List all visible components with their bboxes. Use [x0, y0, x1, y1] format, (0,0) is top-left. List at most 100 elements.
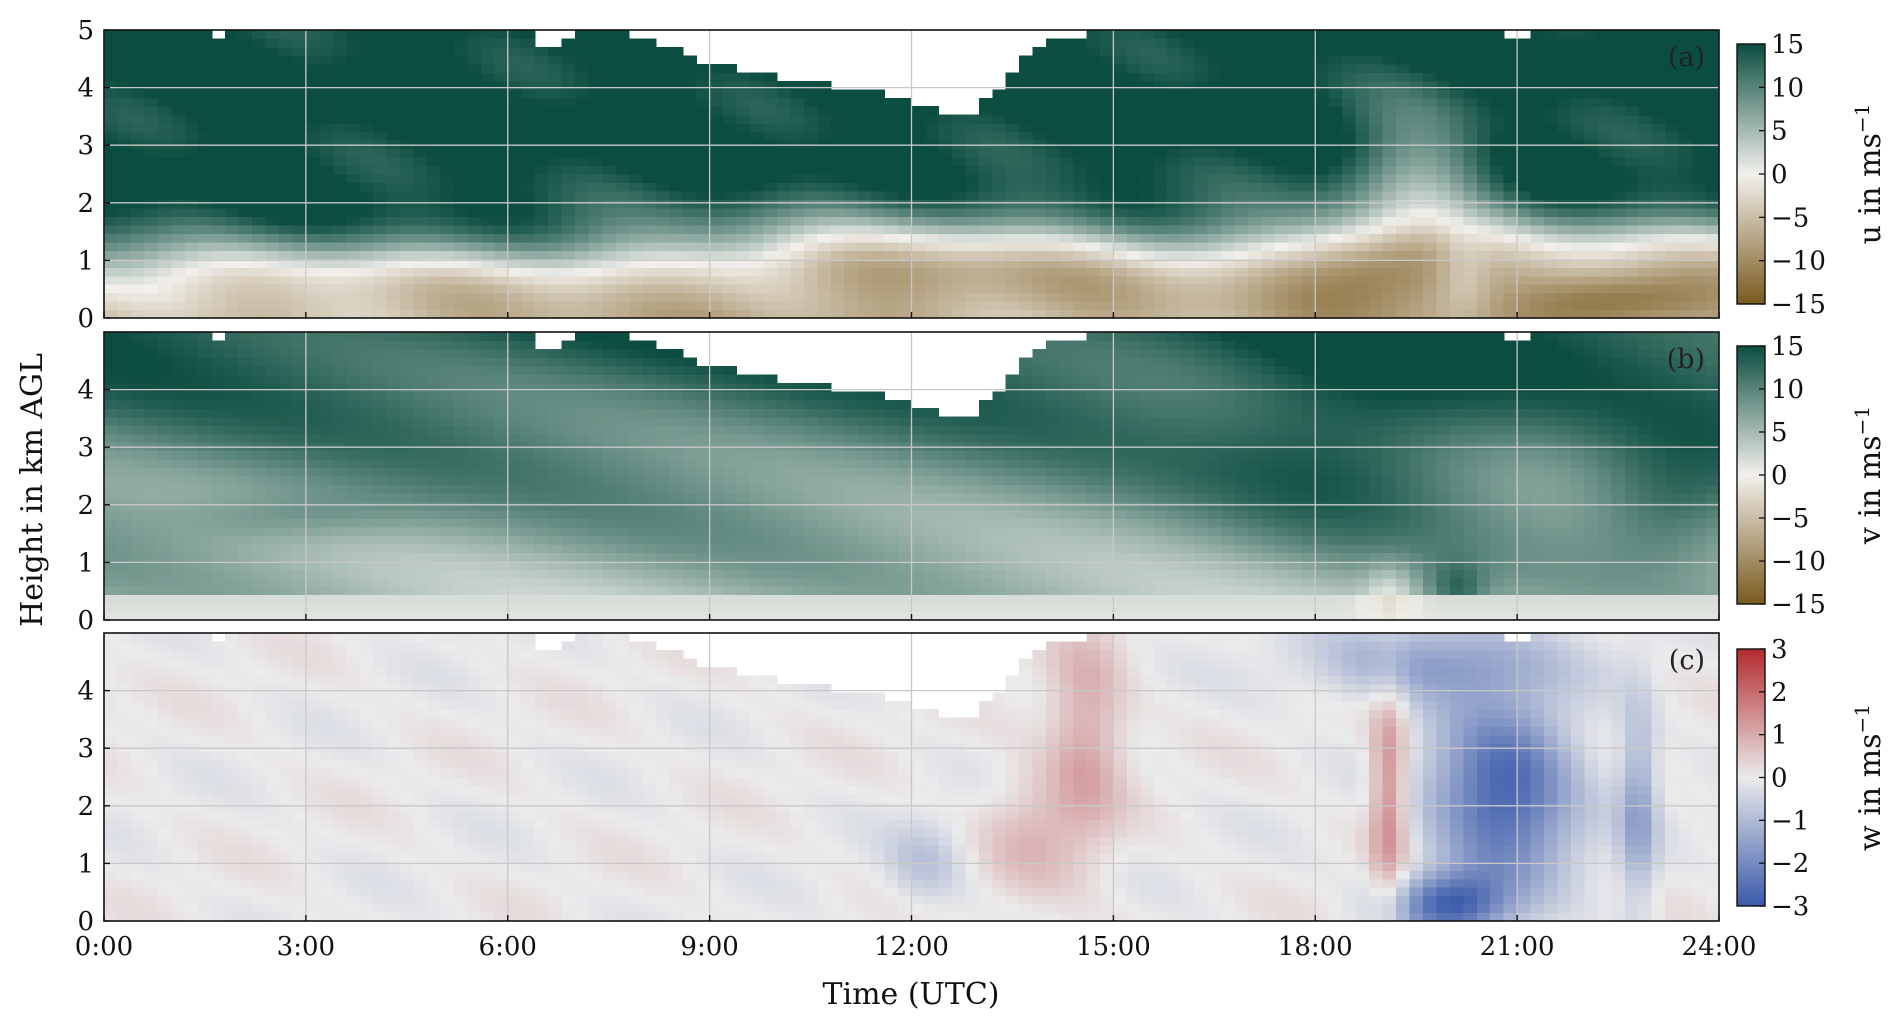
heatmap-cell — [373, 569, 388, 579]
heatmap-cell — [198, 391, 213, 401]
heatmap-cell — [332, 30, 347, 40]
heatmap-cell — [1194, 157, 1209, 167]
heatmap-cell — [467, 224, 482, 234]
heatmap-cell — [359, 374, 374, 384]
heatmap-cell — [157, 374, 172, 384]
heatmap-cell — [696, 258, 711, 268]
heatmap-cell — [373, 190, 388, 201]
heatmap-cell — [1180, 284, 1195, 294]
heatmap-cell — [642, 63, 657, 73]
heatmap-cell — [319, 518, 334, 528]
heatmap-cell — [1517, 131, 1532, 141]
heatmap-cell — [1382, 106, 1397, 116]
heatmap-cell — [561, 216, 576, 226]
heatmap-cell — [494, 476, 509, 486]
heatmap-cell — [1167, 275, 1182, 285]
heatmap-cell — [1463, 224, 1478, 234]
heatmap-cell — [736, 106, 751, 116]
heatmap-cell — [278, 501, 294, 511]
heatmap-cell — [1355, 224, 1370, 234]
heatmap-cell — [184, 216, 199, 226]
heatmap-cell — [184, 207, 199, 217]
heatmap-cell — [1396, 224, 1411, 234]
heatmap-cell — [144, 309, 159, 319]
heatmap-cell — [1665, 80, 1680, 90]
heatmap-cell — [413, 114, 428, 124]
heatmap-cell — [265, 509, 280, 519]
heatmap-cell — [1288, 114, 1303, 124]
heatmap-cell — [292, 399, 307, 409]
heatmap-cell — [1153, 114, 1168, 124]
heatmap-cell — [225, 382, 240, 392]
heatmap-cell — [157, 80, 172, 90]
heatmap-cell — [1086, 38, 1101, 48]
heatmap-cell — [575, 267, 590, 277]
heatmap-cell — [305, 365, 320, 375]
heatmap-cell — [1651, 89, 1666, 99]
heatmap-cell — [1086, 97, 1101, 107]
heatmap-cell — [1328, 174, 1343, 184]
heatmap-cell — [898, 241, 913, 251]
heatmap-cell — [198, 123, 213, 133]
heatmap-cell — [278, 38, 294, 48]
heatmap-cell — [480, 425, 495, 435]
heatmap-cell — [1113, 258, 1128, 268]
heatmap-cell — [723, 199, 738, 209]
heatmap-cell — [1692, 241, 1707, 251]
heatmap-cell — [1194, 250, 1209, 260]
heatmap-cell — [1288, 123, 1303, 133]
heatmap-cell — [184, 30, 199, 40]
heatmap-cell — [507, 509, 522, 519]
heatmap-cell — [1207, 114, 1222, 124]
heatmap-cell — [1678, 216, 1693, 226]
heatmap-cell — [184, 365, 199, 375]
heatmap-cell — [1315, 309, 1330, 319]
heatmap-cell — [1705, 292, 1720, 302]
heatmap-cell — [1032, 89, 1047, 99]
heatmap-cell — [548, 190, 563, 201]
heatmap-cell — [198, 97, 213, 107]
heatmap-cell — [601, 165, 617, 175]
heatmap-cell — [763, 114, 778, 124]
heatmap-cell — [427, 569, 442, 579]
heatmap-cell — [157, 190, 172, 201]
heatmap-cell — [467, 560, 482, 570]
heatmap-cell — [1517, 182, 1532, 192]
heatmap-cell — [144, 301, 159, 311]
heatmap-cell — [898, 216, 913, 226]
heatmap-cell — [319, 106, 334, 116]
heatmap-cell — [373, 476, 388, 486]
heatmap-cell — [1180, 46, 1195, 57]
heatmap-cell — [440, 267, 455, 277]
heatmap-cell — [857, 216, 872, 226]
heatmap-cell — [171, 89, 186, 99]
heatmap-cell — [238, 467, 253, 477]
heatmap-cell — [453, 433, 468, 443]
heatmap-cell — [453, 560, 468, 570]
heatmap-cell — [1005, 199, 1020, 209]
heatmap-cell — [1597, 174, 1612, 184]
heatmap-cell — [924, 292, 940, 302]
heatmap-cell — [588, 55, 603, 65]
heatmap-cell — [117, 586, 132, 596]
heatmap-cell — [184, 543, 199, 553]
heatmap-cell — [440, 552, 455, 562]
heatmap-cell — [278, 374, 294, 384]
heatmap-cell — [642, 224, 657, 234]
heatmap-cell — [575, 199, 590, 209]
heatmap-cell — [1099, 250, 1114, 260]
heatmap-cell — [736, 157, 751, 167]
heatmap-cell — [736, 250, 751, 260]
heatmap-cell — [1544, 301, 1559, 311]
heatmap-cell — [1436, 182, 1451, 192]
heatmap-cell — [924, 207, 940, 217]
heatmap-cell — [521, 292, 536, 302]
heatmap-cell — [1261, 275, 1276, 285]
heatmap-cell — [1032, 207, 1047, 217]
heatmap-cell — [494, 569, 509, 579]
heatmap-cell — [709, 123, 724, 133]
heatmap-cell — [130, 284, 145, 294]
heatmap-cell — [709, 165, 724, 175]
heatmap-cell — [332, 425, 347, 435]
heatmap-cell — [588, 301, 603, 311]
